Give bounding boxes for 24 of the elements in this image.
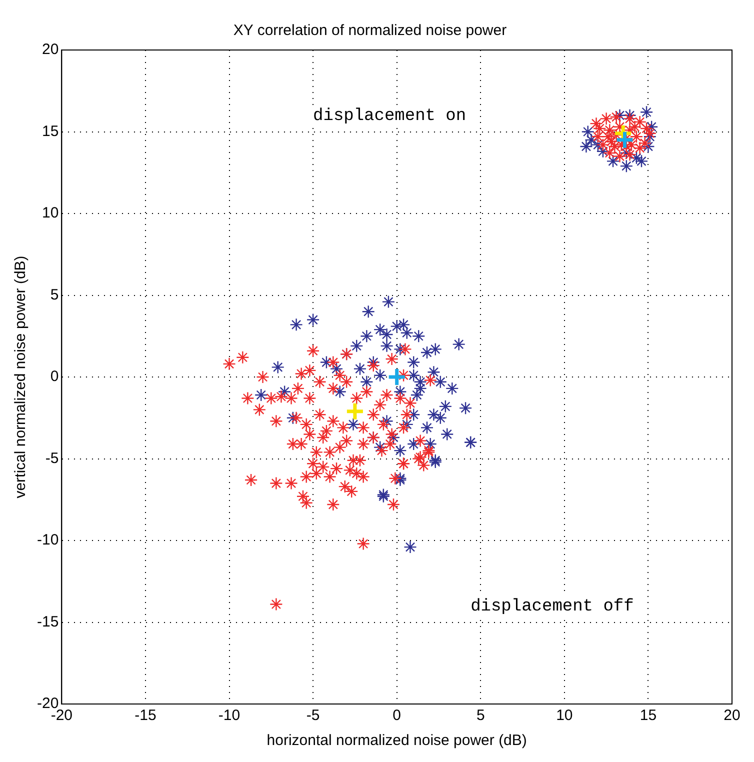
y-tick-label: 0 <box>50 368 59 386</box>
y-tick-label: -5 <box>45 450 59 467</box>
x-tick-label: 15 <box>640 707 657 724</box>
y-tick-label: 20 <box>42 41 59 58</box>
point <box>387 367 407 387</box>
y-tick-label: 15 <box>42 122 59 140</box>
x-tick-label: 5 <box>476 707 485 724</box>
annotation: displacement on <box>313 106 466 126</box>
x-tick-label: -5 <box>306 707 320 724</box>
point <box>615 130 634 150</box>
y-tick-label: 5 <box>50 286 59 304</box>
chart-title: XY correlation of normalized noise power <box>233 22 507 40</box>
x-tick-label: -15 <box>134 707 156 724</box>
point <box>345 402 365 422</box>
x-tick-label: 10 <box>556 707 573 724</box>
annotation: displacement off <box>470 597 634 616</box>
x-tick-label: -10 <box>218 707 240 724</box>
y-tick-label: 10 <box>42 204 59 222</box>
x-tick-label: 0 <box>392 707 402 724</box>
x-tick-label: 20 <box>724 707 740 724</box>
x-axis-title: horizontal normalized noise power (dB) <box>266 732 527 750</box>
y-tick-label: -10 <box>36 532 59 549</box>
y-axis-title: vertical normalized noise power (dB) <box>12 256 30 498</box>
y-tick-label: -15 <box>36 613 59 630</box>
